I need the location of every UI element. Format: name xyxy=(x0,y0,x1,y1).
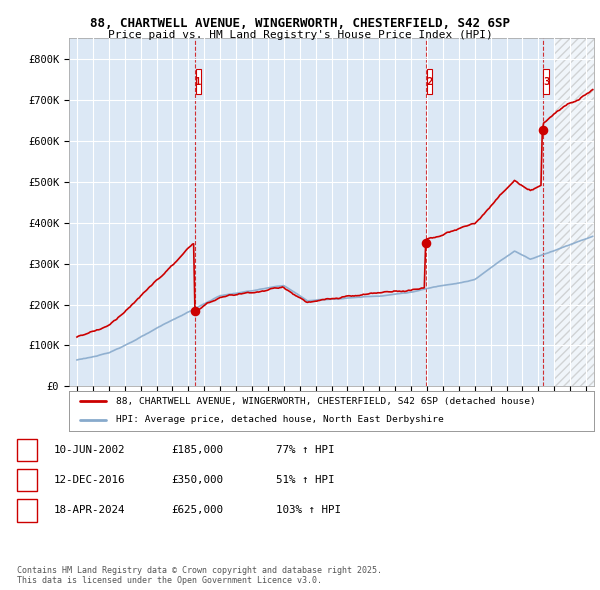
FancyBboxPatch shape xyxy=(196,70,201,94)
FancyBboxPatch shape xyxy=(427,70,432,94)
Text: 77% ↑ HPI: 77% ↑ HPI xyxy=(276,445,335,454)
Text: 3: 3 xyxy=(543,77,549,87)
Text: 1: 1 xyxy=(23,445,30,454)
Text: Price paid vs. HM Land Registry's House Price Index (HPI): Price paid vs. HM Land Registry's House … xyxy=(107,31,493,40)
Text: 18-APR-2024: 18-APR-2024 xyxy=(54,505,125,514)
FancyBboxPatch shape xyxy=(544,70,548,94)
Point xyxy=(191,306,200,316)
Text: 51% ↑ HPI: 51% ↑ HPI xyxy=(276,475,335,484)
Text: £625,000: £625,000 xyxy=(171,505,223,514)
Text: 88, CHARTWELL AVENUE, WINGERWORTH, CHESTERFIELD, S42 6SP (detached house): 88, CHARTWELL AVENUE, WINGERWORTH, CHEST… xyxy=(116,397,536,406)
Text: Contains HM Land Registry data © Crown copyright and database right 2025.
This d: Contains HM Land Registry data © Crown c… xyxy=(17,566,382,585)
Text: 1: 1 xyxy=(195,77,202,87)
Point xyxy=(538,126,548,135)
Point xyxy=(421,238,431,248)
Text: HPI: Average price, detached house, North East Derbyshire: HPI: Average price, detached house, Nort… xyxy=(116,415,444,424)
Text: 2: 2 xyxy=(426,77,433,87)
Text: 2: 2 xyxy=(23,475,30,484)
Text: 12-DEC-2016: 12-DEC-2016 xyxy=(54,475,125,484)
Text: 10-JUN-2002: 10-JUN-2002 xyxy=(54,445,125,454)
Text: 88, CHARTWELL AVENUE, WINGERWORTH, CHESTERFIELD, S42 6SP: 88, CHARTWELL AVENUE, WINGERWORTH, CHEST… xyxy=(90,17,510,30)
Text: £185,000: £185,000 xyxy=(171,445,223,454)
Text: 3: 3 xyxy=(23,505,30,514)
Text: 103% ↑ HPI: 103% ↑ HPI xyxy=(276,505,341,514)
Text: £350,000: £350,000 xyxy=(171,475,223,484)
